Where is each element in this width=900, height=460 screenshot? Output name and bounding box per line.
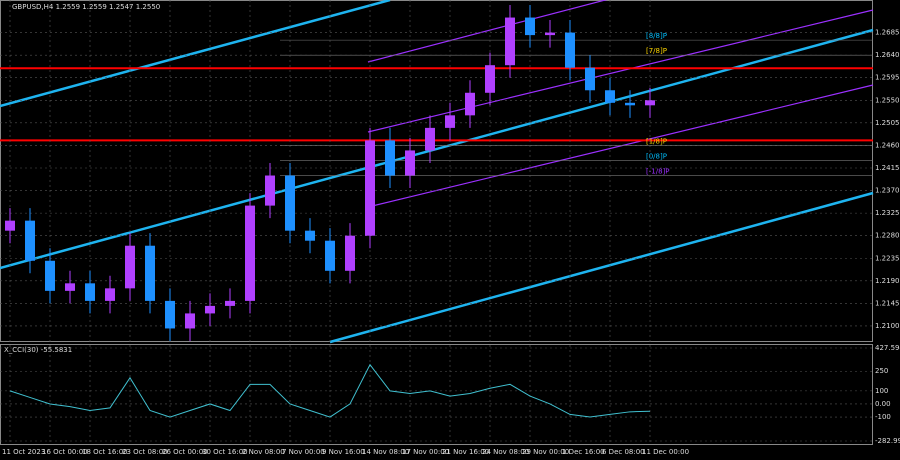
indicator-tick-label: 0.00 [875, 400, 891, 408]
y-tick-label: 1.2415 [875, 164, 900, 172]
candle-body [125, 245, 135, 289]
x-tick-label: 16 Oct 00:00 [42, 448, 88, 456]
candle-body [305, 230, 315, 241]
x-tick-label: 23 Oct 08:00 [122, 448, 168, 456]
channel-line [367, 9, 874, 133]
y-tick-label: 1.2685 [875, 29, 900, 37]
candle-body [405, 150, 415, 176]
x-tick-label: 26 Oct 00:00 [162, 448, 208, 456]
x-tick-label: 21 Nov 16:00 [442, 448, 489, 456]
murray-label: [0/8]P [646, 152, 667, 160]
candle-body [85, 283, 95, 301]
candle-body [325, 240, 335, 271]
y-tick-label: 1.2505 [875, 119, 900, 127]
candle-body [445, 115, 455, 128]
x-tick-label: 14 Nov 08:00 [362, 448, 409, 456]
y-tick-label: 1.2190 [875, 277, 900, 285]
y-tick-label: 1.2640 [875, 51, 900, 59]
price-panel [0, 0, 873, 342]
indicator-line [9, 363, 651, 418]
x-tick-label: 18 Oct 16:00 [82, 448, 128, 456]
candle-body [605, 90, 615, 103]
y-tick-label: 1.2460 [875, 141, 900, 149]
x-tick-label: 9 Nov 16:00 [322, 448, 365, 456]
candle-body [505, 17, 515, 66]
y-tick-label: 1.2325 [875, 209, 900, 217]
y-tick-label: 1.2235 [875, 254, 900, 262]
channel-line [367, 0, 608, 63]
indicator-tick-label: -100 [875, 413, 891, 421]
y-tick-label: 1.2280 [875, 232, 900, 240]
candle-body [25, 220, 35, 261]
indicator-label: X_CCI(30) -55.5831 [4, 346, 72, 354]
candle-body [145, 245, 155, 301]
candle-body [565, 32, 575, 68]
x-tick-label: 17 Nov 00:00 [402, 448, 449, 456]
candle-body [205, 305, 215, 314]
indicator-tick-label: -282.996 [875, 437, 900, 445]
x-tick-label: 2 Nov 08:00 [242, 448, 285, 456]
candle-body [285, 175, 295, 231]
candle-body [65, 283, 75, 291]
candle-body [265, 175, 275, 206]
y-tick-label: 1.2550 [875, 96, 900, 104]
candle-body [225, 300, 235, 306]
candle-body [425, 127, 435, 151]
indicator-panel [0, 344, 873, 445]
candle-body [165, 300, 175, 329]
channel-line [329, 191, 874, 344]
candle-body [545, 32, 555, 36]
x-tick-label: 7 Nov 00:00 [282, 448, 325, 456]
candle-body [185, 313, 195, 329]
channel-line [367, 84, 874, 208]
indicator-tick-label: 100 [875, 387, 888, 395]
candle-body [105, 288, 115, 301]
y-tick-label: 1.2145 [875, 299, 900, 307]
x-tick-label: 1 Dec 16:00 [562, 448, 605, 456]
channel-line [0, 28, 874, 270]
y-tick-label: 1.2370 [875, 187, 900, 195]
indicator-tick-label: 250 [875, 367, 888, 375]
murray-label: [7/8]P [646, 47, 667, 55]
candle-body [5, 220, 15, 231]
x-tick-label: 11 Oct 2023 [2, 448, 45, 456]
candle-body [465, 92, 475, 116]
candle-body [525, 17, 535, 36]
x-tick-label: 30 Oct 16:00 [202, 448, 248, 456]
candle-body [365, 140, 375, 236]
x-tick-label: 6 Dec 08:00 [602, 448, 645, 456]
x-tick-label: 11 Dec 00:00 [642, 448, 689, 456]
channel-line [0, 0, 391, 108]
candle-body [345, 235, 355, 271]
y-tick-label: 1.2595 [875, 74, 900, 82]
x-tick-label: 29 Nov 00:00 [522, 448, 569, 456]
candle-body [645, 100, 655, 106]
murray-label: [8/8]P [646, 32, 667, 40]
x-tick-label: 24 Nov 08:00 [482, 448, 529, 456]
chart-title: GBPUSD,H4 1.2559 1.2559 1.2547 1.2550 [12, 3, 160, 11]
y-tick-label: 1.2100 [875, 322, 900, 330]
candle-body [625, 102, 635, 106]
candle-body [245, 205, 255, 301]
candle-body [385, 140, 395, 176]
murray-label: [1/8]P [646, 137, 667, 145]
indicator-tick-label: 427.594 [875, 344, 900, 352]
candle-body [485, 65, 495, 93]
candle-body [585, 67, 595, 91]
candle-body [45, 260, 55, 291]
murray-label: [-1/8]P [646, 168, 669, 176]
